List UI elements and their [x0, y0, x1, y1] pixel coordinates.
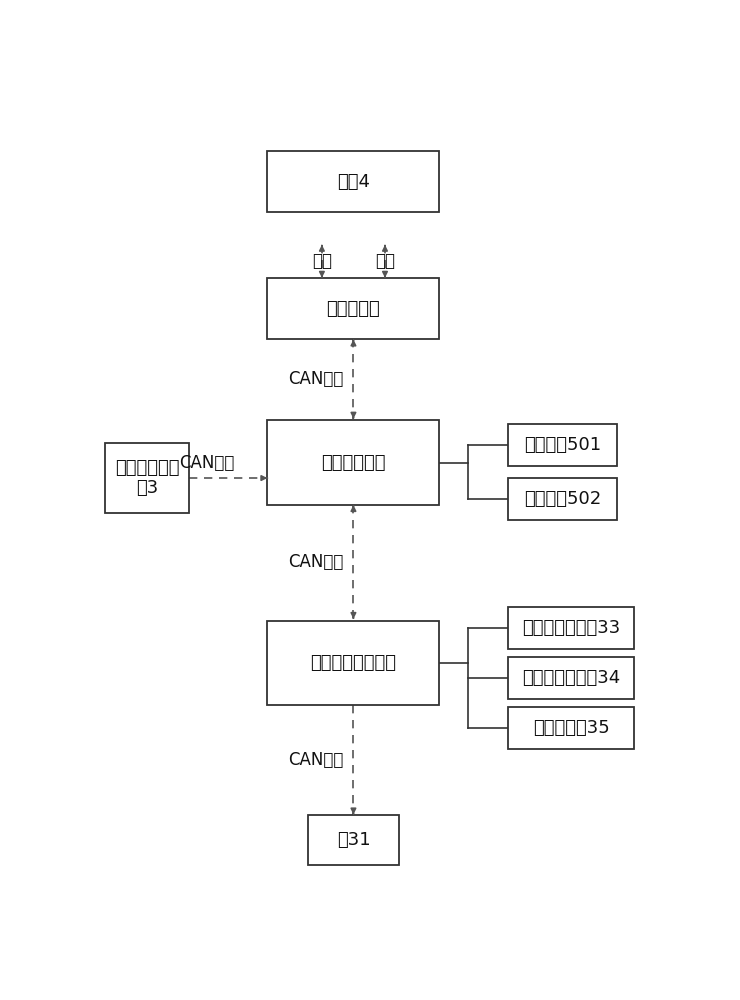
Text: 半导体热交换
器3: 半导体热交换 器3	[115, 459, 179, 497]
Text: 第一温度传感器33: 第一温度传感器33	[522, 619, 621, 637]
Text: CAN通信: CAN通信	[289, 553, 344, 571]
Text: 温度: 温度	[375, 252, 395, 270]
Bar	[267, 420, 440, 505]
Bar	[508, 478, 617, 520]
Text: 第二风机502: 第二风机502	[524, 490, 602, 508]
Text: 半导体控制器: 半导体控制器	[321, 454, 386, 472]
Text: 泵31: 泵31	[337, 831, 370, 849]
Bar	[508, 657, 634, 699]
Bar	[508, 707, 634, 749]
Text: CAN通信: CAN通信	[289, 370, 344, 388]
Text: 电流: 电流	[312, 252, 332, 270]
Bar	[267, 278, 440, 339]
Bar	[508, 607, 634, 649]
Text: 电池管理器: 电池管理器	[326, 300, 380, 318]
Bar	[508, 424, 617, 466]
Bar	[308, 815, 400, 865]
Text: 电池4: 电池4	[337, 173, 370, 191]
Bar	[267, 151, 440, 212]
Bar	[267, 620, 440, 705]
Text: 电池热管理控制器: 电池热管理控制器	[311, 654, 397, 672]
Text: 第二温度传感器34: 第二温度传感器34	[522, 669, 621, 687]
Text: 第一风机501: 第一风机501	[524, 436, 602, 454]
Text: CAN通信: CAN通信	[289, 751, 344, 769]
Text: 流速传感器35: 流速传感器35	[533, 719, 610, 737]
Text: CAN通信: CAN通信	[180, 454, 235, 472]
Bar	[105, 443, 189, 513]
